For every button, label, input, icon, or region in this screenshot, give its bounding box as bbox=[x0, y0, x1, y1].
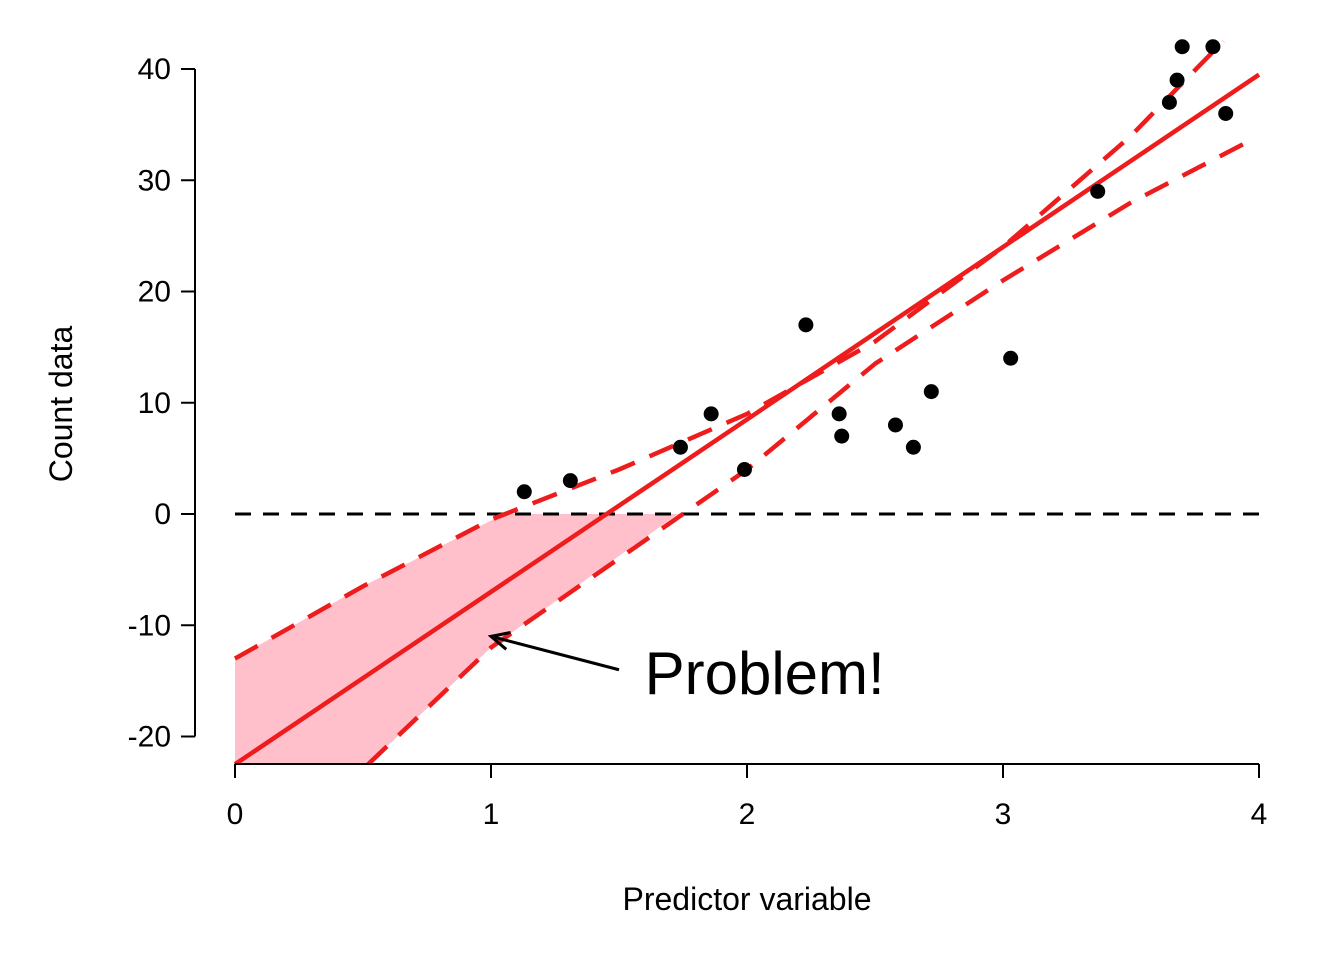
upper-confidence-line bbox=[233, 39, 1225, 661]
x-tick-label: 1 bbox=[483, 798, 500, 831]
data-point bbox=[703, 406, 719, 422]
data-point bbox=[736, 462, 752, 477]
y-tick-label: 0 bbox=[154, 498, 171, 531]
plot-area bbox=[233, 39, 1261, 764]
x-tick-label: 4 bbox=[1251, 798, 1268, 831]
annotation-arrow-shaft bbox=[490, 634, 620, 672]
fitted-line bbox=[233, 72, 1261, 764]
axes: 0 1 2 3 4 -20 -10 0 10 20 30 40 bbox=[128, 53, 1268, 831]
x-tick-label: 0 bbox=[227, 798, 244, 831]
data-point bbox=[834, 428, 850, 444]
data-point bbox=[1205, 39, 1221, 55]
data-point bbox=[1169, 72, 1185, 88]
data-point bbox=[798, 317, 814, 333]
data-point bbox=[672, 439, 688, 455]
data-point bbox=[905, 439, 921, 455]
data-point bbox=[562, 473, 578, 489]
y-tick-label: 30 bbox=[138, 164, 171, 197]
data-point bbox=[1218, 106, 1234, 121]
data-point bbox=[516, 484, 532, 500]
data-point bbox=[887, 417, 903, 433]
data-point bbox=[1174, 39, 1190, 55]
annotation-text: Problem! bbox=[645, 640, 885, 707]
data-point bbox=[923, 384, 939, 400]
data-point bbox=[831, 406, 847, 422]
data-point bbox=[1003, 350, 1019, 366]
y-tick-label: 10 bbox=[138, 387, 171, 420]
data-point bbox=[1161, 94, 1177, 110]
annotation-arrow-head bbox=[487, 631, 511, 651]
plot-content bbox=[233, 39, 1261, 764]
problem-shaded-region bbox=[235, 514, 678, 764]
x-tick-label: 3 bbox=[995, 798, 1012, 831]
y-tick-label: 40 bbox=[138, 53, 171, 86]
y-tick-label: 20 bbox=[138, 276, 171, 309]
y-tick-label: -10 bbox=[128, 609, 171, 642]
data-point bbox=[1090, 183, 1106, 199]
x-tick-label: 2 bbox=[739, 798, 756, 831]
x-axis-title: Predictor variable bbox=[623, 881, 872, 917]
y-tick-label: -20 bbox=[128, 721, 171, 754]
y-axis-title: Count data bbox=[43, 326, 79, 483]
lower-confidence-line bbox=[366, 139, 1250, 764]
